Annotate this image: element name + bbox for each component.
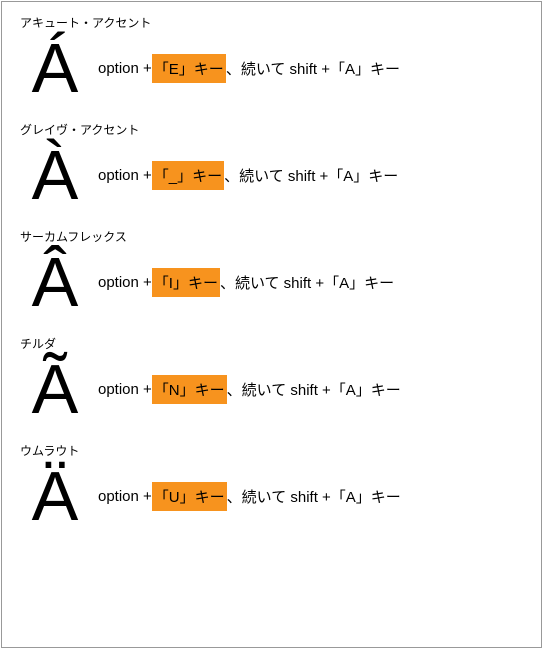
row-label: アキュート・アクセント (20, 14, 523, 31)
instruction-pre: option + (98, 381, 152, 398)
instruction-pre: option + (98, 488, 152, 505)
row-label: ウムラウト (20, 442, 523, 459)
row-label: サーカムフレックス (20, 228, 523, 245)
row-tilde: チルダ Ã option + 「N」キー 、続いて shift +「A」キー (20, 335, 523, 424)
instruction-highlighted: 「E」キー (152, 54, 226, 83)
shortcut-instruction: option + 「U」キー 、続いて shift +「A」キー (98, 482, 401, 511)
row-body: Ã option + 「N」キー 、続いて shift +「A」キー (20, 354, 523, 424)
row-body: Á option + 「E」キー 、続いて shift +「A」キー (20, 33, 523, 103)
row-body: Ä option + 「U」キー 、続いて shift +「A」キー (20, 461, 523, 531)
glyph-display: Ã (20, 354, 90, 424)
instruction-post: 、続いて shift +「A」キー (227, 379, 401, 400)
instruction-post: 、続いて shift +「A」キー (227, 486, 401, 507)
glyph-display: Â (20, 247, 90, 317)
row-body: À option + 「_」キー 、続いて shift +「A」キー (20, 140, 523, 210)
instruction-post: 、続いて shift +「A」キー (226, 58, 400, 79)
row-acute: アキュート・アクセント Á option + 「E」キー 、続いて shift … (20, 14, 523, 103)
instruction-highlighted: 「I」キー (152, 268, 220, 297)
row-label: チルダ (20, 335, 523, 352)
instruction-highlighted: 「U」キー (152, 482, 227, 511)
instruction-post: 、続いて shift +「A」キー (220, 272, 394, 293)
instruction-pre: option + (98, 167, 152, 184)
shortcut-instruction: option + 「E」キー 、続いて shift +「A」キー (98, 54, 400, 83)
row-umlaut: ウムラウト Ä option + 「U」キー 、続いて shift +「A」キー (20, 442, 523, 531)
instruction-highlighted: 「_」キー (152, 161, 224, 190)
shortcut-instruction: option + 「I」キー 、続いて shift +「A」キー (98, 268, 394, 297)
glyph-display: Ä (20, 461, 90, 531)
accent-shortcut-table: アキュート・アクセント Á option + 「E」キー 、続いて shift … (1, 1, 542, 648)
row-circumflex: サーカムフレックス Â option + 「I」キー 、続いて shift +「… (20, 228, 523, 317)
instruction-highlighted: 「N」キー (152, 375, 227, 404)
row-body: Â option + 「I」キー 、続いて shift +「A」キー (20, 247, 523, 317)
shortcut-instruction: option + 「N」キー 、続いて shift +「A」キー (98, 375, 401, 404)
instruction-post: 、続いて shift +「A」キー (224, 165, 398, 186)
row-label: グレイヴ・アクセント (20, 121, 523, 138)
glyph-display: Á (20, 33, 90, 103)
instruction-pre: option + (98, 60, 152, 77)
instruction-pre: option + (98, 274, 152, 291)
glyph-display: À (20, 140, 90, 210)
row-grave: グレイヴ・アクセント À option + 「_」キー 、続いて shift +… (20, 121, 523, 210)
shortcut-instruction: option + 「_」キー 、続いて shift +「A」キー (98, 161, 398, 190)
